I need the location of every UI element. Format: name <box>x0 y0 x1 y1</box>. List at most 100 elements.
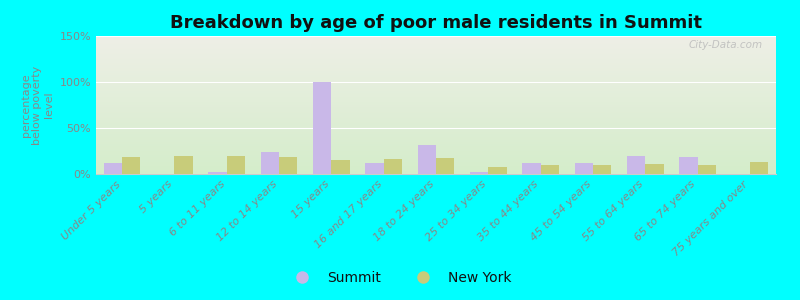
Bar <box>96 59 776 60</box>
Bar <box>646 164 663 174</box>
Bar <box>96 126 776 127</box>
Bar <box>313 82 331 174</box>
Bar <box>488 167 506 174</box>
Bar <box>522 163 541 174</box>
Bar <box>96 61 776 62</box>
Bar <box>96 122 776 123</box>
Bar <box>96 86 776 87</box>
Bar <box>96 140 776 141</box>
Bar <box>96 83 776 84</box>
Bar <box>96 136 776 137</box>
Bar <box>96 65 776 66</box>
Bar <box>96 69 776 70</box>
Bar <box>96 62 776 63</box>
Bar <box>96 112 776 113</box>
Bar <box>96 129 776 130</box>
Bar <box>96 76 776 77</box>
Bar <box>96 149 776 150</box>
Bar <box>96 70 776 71</box>
Bar <box>96 61 776 62</box>
Bar <box>96 87 776 88</box>
Bar <box>96 110 776 111</box>
Bar <box>96 123 776 124</box>
Bar <box>96 84 776 85</box>
Bar <box>96 42 776 43</box>
Bar <box>96 88 776 89</box>
Bar <box>331 160 350 174</box>
Title: Breakdown by age of poor male residents in Summit: Breakdown by age of poor male residents … <box>170 14 702 32</box>
Bar <box>96 121 776 122</box>
Bar <box>96 150 776 151</box>
Bar <box>96 147 776 148</box>
Bar <box>96 151 776 152</box>
Bar <box>96 141 776 142</box>
Bar <box>96 78 776 79</box>
Bar <box>96 124 776 125</box>
Bar <box>96 166 776 167</box>
Bar <box>96 53 776 54</box>
Bar <box>96 139 776 140</box>
Bar <box>96 38 776 39</box>
Bar <box>96 85 776 86</box>
Bar <box>96 71 776 72</box>
Bar <box>96 72 776 73</box>
Bar <box>96 45 776 46</box>
Bar <box>96 98 776 99</box>
Bar <box>96 167 776 168</box>
Bar <box>679 157 698 174</box>
Bar <box>96 93 776 94</box>
Bar <box>96 148 776 149</box>
Bar <box>96 113 776 114</box>
Bar <box>96 54 776 55</box>
Bar <box>96 51 776 52</box>
Bar <box>96 146 776 147</box>
Bar <box>96 144 776 145</box>
Bar <box>96 142 776 143</box>
Bar <box>96 46 776 47</box>
Bar <box>96 57 776 58</box>
Bar <box>96 125 776 126</box>
Bar <box>96 102 776 103</box>
Bar <box>384 159 402 174</box>
Bar <box>96 169 776 170</box>
Bar <box>96 154 776 155</box>
Bar <box>96 43 776 44</box>
Legend: Summit, New York: Summit, New York <box>283 265 517 290</box>
Bar <box>96 101 776 102</box>
Bar <box>226 156 245 174</box>
Bar <box>96 119 776 120</box>
Bar <box>96 80 776 81</box>
Bar <box>96 164 776 165</box>
Bar <box>96 108 776 109</box>
Bar <box>96 131 776 132</box>
Bar <box>96 118 776 119</box>
Bar <box>261 152 279 174</box>
Bar <box>96 74 776 75</box>
Bar <box>96 92 776 93</box>
Bar <box>96 105 776 106</box>
Bar <box>366 163 384 174</box>
Bar <box>96 116 776 117</box>
Bar <box>96 48 776 49</box>
Bar <box>96 82 776 83</box>
Bar <box>96 55 776 56</box>
Bar <box>574 163 593 174</box>
Bar <box>750 162 768 174</box>
Bar <box>96 170 776 171</box>
Bar <box>96 77 776 78</box>
Bar <box>96 127 776 128</box>
Bar <box>96 63 776 64</box>
Bar <box>96 163 776 164</box>
Bar <box>96 135 776 136</box>
Bar <box>96 128 776 129</box>
Bar <box>96 60 776 61</box>
Bar <box>96 89 776 90</box>
Bar <box>96 56 776 57</box>
Bar <box>96 109 776 110</box>
Bar <box>96 68 776 69</box>
Bar <box>96 39 776 40</box>
Bar <box>96 162 776 163</box>
Bar <box>96 168 776 169</box>
Bar <box>96 143 776 144</box>
Bar <box>96 171 776 172</box>
